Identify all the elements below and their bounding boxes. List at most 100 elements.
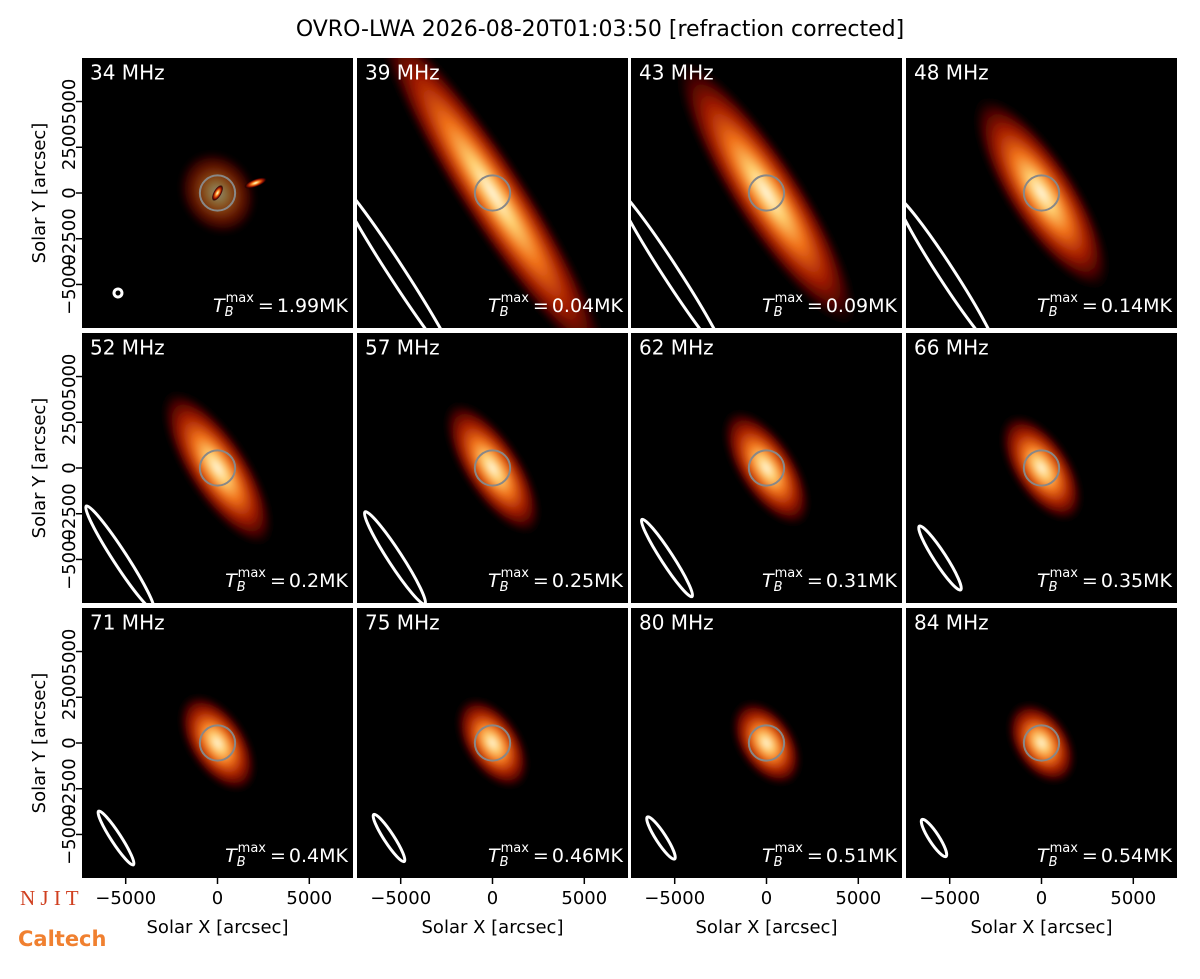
emission [721,408,812,528]
tmax-sub: B [500,305,509,320]
beam [357,179,459,328]
tmax-sign: = [1082,295,1098,317]
x-tick-label: 0 [1036,888,1047,909]
tmax-value: 0.46MK [552,845,624,867]
y-tick-label: 0 [59,737,80,748]
x-tick-label: −5000 [919,888,980,909]
tmax-symbol: T [762,295,775,317]
y-axis-label: Solar Y [arcsec] [29,673,50,814]
y-tick-label: 2500 [59,399,80,445]
tmax-value: 0.09MK [826,295,898,317]
y-tick-label: −5000 [59,254,80,315]
tmax-sign: = [270,845,286,867]
frequency-label: 48 MHz [914,61,989,85]
tmax-symbol: T [225,570,238,592]
y-tick-label: 0 [59,462,80,473]
y-tick-label: −5000 [59,529,80,590]
tmax-sup: max [238,841,267,856]
y-axis-label: Solar Y [arcsec] [29,398,50,539]
panel-image [82,58,353,328]
tmax-symbol: T [213,295,226,317]
emission [999,413,1084,523]
panel: 80 MHz TBmax = 0.51MK −5000 0 5000 Solar X [arc… [631,608,902,938]
emission [455,696,530,790]
tmax-sup: max [226,291,255,306]
panel-image [906,333,1177,603]
tmax-label: TBmax = 0.35MK [1037,566,1172,595]
tmax-sup: max [775,566,804,581]
frequency-label: 43 MHz [639,61,714,85]
panel-image [82,608,353,878]
tmax-label: TBmax = 0.09MK [762,291,897,320]
tmax-label: TBmax = 0.14MK [1037,291,1172,320]
y-tick-label: −5000 [59,804,80,865]
solar-disk [198,724,237,762]
x-tick-label: 5000 [1110,888,1156,909]
solar-disk [747,724,786,762]
tmax-sign: = [533,570,549,592]
tmax-sign: = [1082,845,1098,867]
x-tick-label: 0 [487,888,498,909]
beam [371,812,407,864]
y-tick-label: −2500 [59,208,80,269]
solar-disk [473,449,512,487]
tmax-label: TBmax = 0.51MK [762,841,897,870]
tmax-value: 0.35MK [1101,570,1173,592]
panel: 39 MHz TBmax = 0.04MK [357,58,628,328]
beam [362,510,428,603]
tmax-sub: B [500,580,509,595]
tmax-symbol: T [1037,295,1050,317]
tmax-sup: max [1050,566,1079,581]
emission [374,58,611,328]
panel-image [906,608,1177,878]
chart-title: OVRO-LWA 2026-08-20T01:03:50 [refraction… [296,17,904,42]
tmax-sub: B [774,305,783,320]
tmax-sign: = [533,845,549,867]
tmax-sup: max [501,841,530,856]
tmax-value: 0.2MK [289,570,349,592]
tmax-sign: = [1082,570,1098,592]
solar-disk [473,174,512,212]
tmax-label: TBmax = 1.99MK [213,291,348,320]
solar-disk [747,174,786,212]
y-axis-label: Solar Y [arcsec] [29,123,50,264]
emission [244,177,267,189]
solar-disk [198,174,237,212]
emission [177,693,258,793]
tmax-symbol: T [1037,845,1050,867]
panel-image [631,608,902,878]
tmax-sub: B [225,305,234,320]
tmax-sup: max [1050,291,1079,306]
beam [645,815,677,861]
tmax-sign: = [270,570,286,592]
frequency-label: 71 MHz [90,611,165,635]
y-tick-label: 5000 [59,79,80,125]
x-tick-label: 0 [761,888,772,909]
frequency-label: 57 MHz [365,336,440,360]
panel-image [631,58,902,328]
tmax-value: 0.25MK [552,570,624,592]
tmax-sign: = [807,570,823,592]
panel: 84 MHz TBmax = 0.54MK −5000 0 5000 Solar X [arc… [906,608,1177,938]
tmax-label: TBmax = 0.04MK [488,291,623,320]
panel-image [357,58,628,328]
tmax-sup: max [775,841,804,856]
panel: 43 MHz TBmax = 0.09MK [631,58,902,328]
solar-disk [1022,449,1061,487]
beam [112,287,124,299]
emission [443,400,542,536]
emission [730,699,803,787]
tmax-symbol: T [1037,570,1050,592]
logo: Caltech [18,927,106,951]
panel-image [357,608,628,878]
x-tick-label: 0 [212,888,223,909]
x-axis-label: Solar X [arcsec] [696,917,838,938]
tmax-value: 1.99MK [277,295,349,317]
solar-disk [473,724,512,762]
beam [919,817,949,859]
panel-image [906,58,1177,328]
frequency-label: 52 MHz [90,336,165,360]
tmax-label: TBmax = 0.2MK [225,566,348,595]
solar-disk [747,449,786,487]
